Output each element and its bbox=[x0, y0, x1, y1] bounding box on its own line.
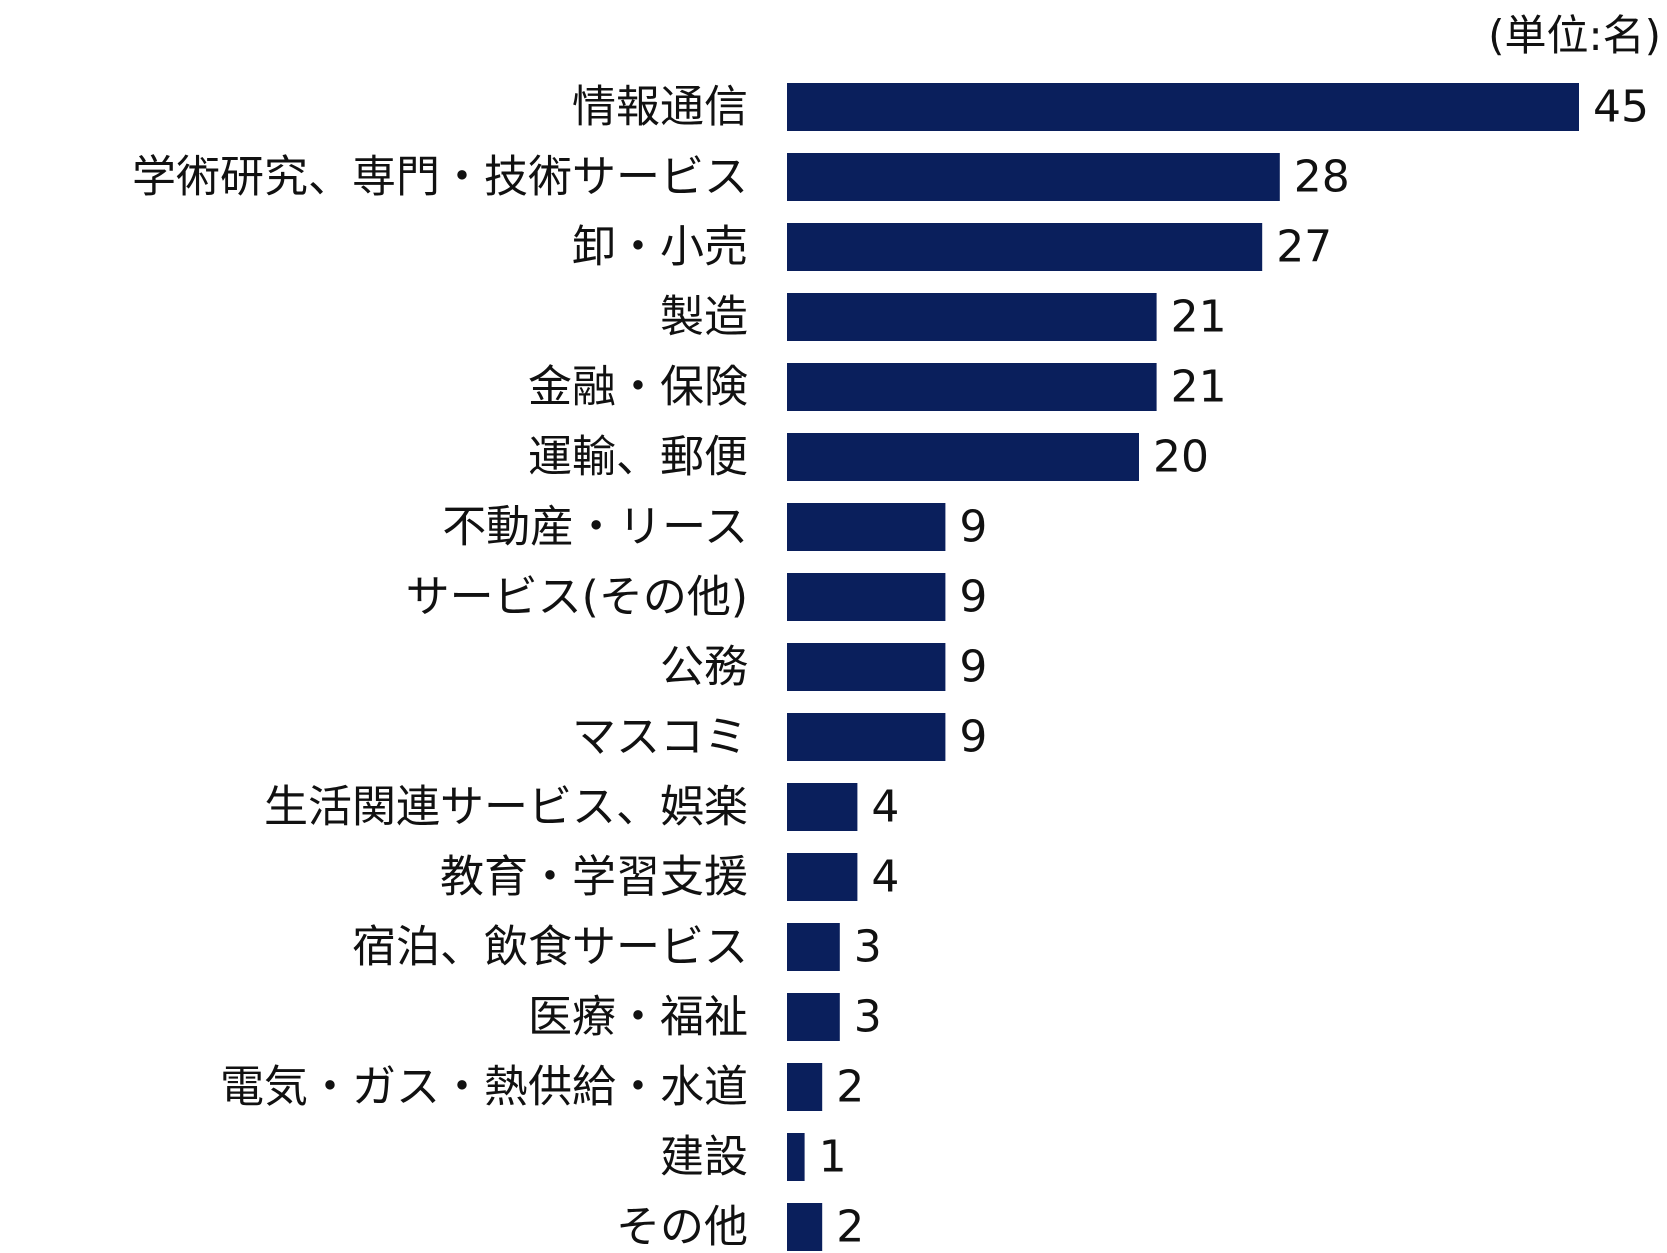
category-label: 運輸、郵便 bbox=[528, 432, 748, 483]
category-label: その他 bbox=[616, 1202, 748, 1253]
value-label: 45 bbox=[1593, 82, 1649, 133]
value-label: 9 bbox=[959, 712, 987, 763]
bar bbox=[787, 853, 858, 901]
bar bbox=[787, 223, 1263, 271]
value-label: 2 bbox=[836, 1202, 864, 1253]
bar bbox=[787, 293, 1157, 341]
bar bbox=[787, 433, 1139, 481]
category-label: 電気・ガス・熱供給・水道 bbox=[220, 1062, 748, 1113]
bar bbox=[787, 993, 840, 1041]
bar bbox=[787, 503, 946, 551]
value-label: 4 bbox=[871, 782, 899, 833]
category-labels-group: 情報通信学術研究、専門・技術サービス卸・小売製造金融・保険運輸、郵便不動産・リー… bbox=[132, 82, 748, 1253]
category-label: マスコミ bbox=[572, 712, 748, 763]
bar bbox=[787, 573, 946, 621]
value-label: 9 bbox=[959, 642, 987, 693]
category-label: 学術研究、専門・技術サービス bbox=[132, 152, 748, 203]
bar bbox=[787, 1133, 805, 1181]
category-label: 金融・保険 bbox=[528, 362, 748, 413]
bars-group bbox=[787, 83, 1579, 1251]
value-label: 28 bbox=[1294, 152, 1350, 203]
value-label: 3 bbox=[854, 992, 882, 1043]
category-label: 教育・学習支援 bbox=[440, 852, 748, 903]
category-label: 不動産・リース bbox=[442, 502, 748, 553]
category-label: 宿泊、飲食サービス bbox=[352, 922, 748, 973]
category-label: 医療・福祉 bbox=[528, 992, 748, 1043]
category-label: 生活関連サービス、娯楽 bbox=[264, 782, 748, 833]
bar bbox=[787, 363, 1157, 411]
bar bbox=[787, 643, 946, 691]
unit-label: (単位:名) bbox=[1488, 11, 1661, 60]
category-label: 卸・小売 bbox=[572, 222, 748, 273]
value-label: 9 bbox=[959, 502, 987, 553]
bar bbox=[787, 83, 1579, 131]
value-label: 3 bbox=[854, 922, 882, 973]
category-label: 情報通信 bbox=[572, 82, 748, 133]
category-label: 建設 bbox=[660, 1132, 748, 1183]
bar bbox=[787, 1063, 823, 1111]
bar bbox=[787, 923, 840, 971]
bar bbox=[787, 1203, 823, 1251]
bar bbox=[787, 153, 1280, 201]
value-label: 2 bbox=[836, 1062, 864, 1113]
bar bbox=[787, 713, 946, 761]
category-label: 公務 bbox=[660, 642, 748, 693]
value-label: 27 bbox=[1276, 222, 1332, 273]
bar bbox=[787, 783, 858, 831]
category-label: 製造 bbox=[660, 292, 748, 343]
value-label: 1 bbox=[819, 1132, 847, 1183]
value-label: 21 bbox=[1171, 292, 1227, 343]
value-label: 20 bbox=[1153, 432, 1209, 483]
category-label: サービス(その他) bbox=[406, 572, 748, 623]
value-label: 21 bbox=[1171, 362, 1227, 413]
value-label: 4 bbox=[871, 852, 899, 903]
value-label: 9 bbox=[959, 572, 987, 623]
